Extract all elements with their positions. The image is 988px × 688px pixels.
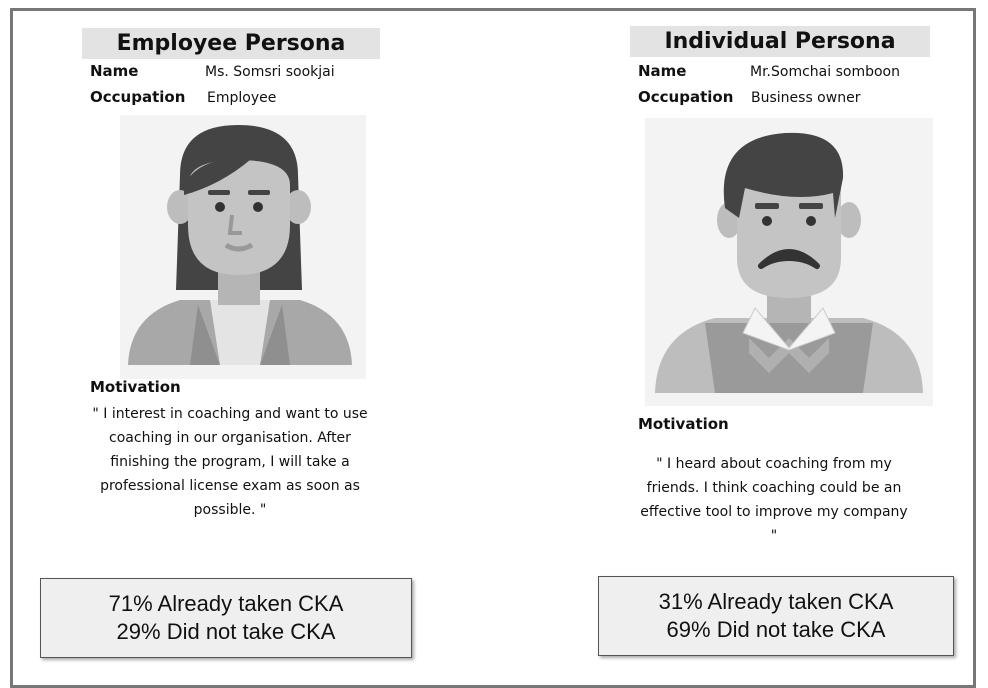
persona-title: Individual Persona xyxy=(630,26,930,57)
persona-title: Employee Persona xyxy=(82,28,380,59)
name-value: Mr.Somchai somboon xyxy=(750,64,900,80)
persona-illustration xyxy=(120,115,366,379)
occupation-value: Business owner xyxy=(751,90,860,106)
name-label: Name xyxy=(90,62,138,80)
stat-line: 71% Already taken CKA xyxy=(41,590,411,618)
name-label: Name xyxy=(638,62,686,80)
stats-box: 31% Already taken CKA 69% Did not take C… xyxy=(598,576,954,656)
occupation-label: Occupation xyxy=(638,88,748,106)
page: Employee Persona Name Ms. Somsri sookjai… xyxy=(0,0,988,678)
stats-box: 71% Already taken CKA 29% Did not take C… xyxy=(40,578,412,658)
stat-line: 31% Already taken CKA xyxy=(599,588,953,616)
motivation-label: Motivation xyxy=(638,415,729,433)
name-value: Ms. Somsri sookjai xyxy=(205,64,335,80)
occupation-value: Employee xyxy=(207,90,276,106)
occupation-label: Occupation xyxy=(90,88,185,106)
stat-line: 69% Did not take CKA xyxy=(599,616,953,644)
motivation-quote: " I interest in coaching and want to use… xyxy=(88,402,372,522)
stat-line: 29% Did not take CKA xyxy=(41,618,411,646)
motivation-quote: " I heard about coaching from my friends… xyxy=(640,452,908,548)
persona-illustration xyxy=(645,118,933,406)
motivation-label: Motivation xyxy=(90,378,181,396)
